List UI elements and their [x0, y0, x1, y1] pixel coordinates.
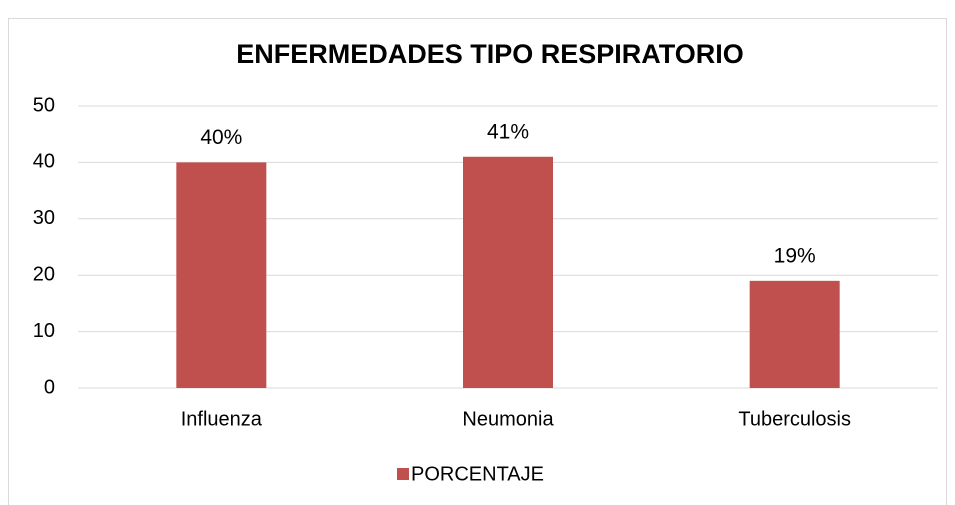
- y-tick-label: 40: [33, 151, 55, 173]
- chart-title: ENFERMEDADES TIPO RESPIRATORIO: [236, 39, 744, 69]
- y-tick-label: 20: [33, 263, 55, 285]
- x-tick-label: Influenza: [181, 408, 263, 430]
- value-label: 41%: [487, 120, 529, 143]
- legend-label: PORCENTAJE: [411, 463, 544, 485]
- bar: [749, 280, 840, 388]
- value-label: 19%: [774, 244, 816, 267]
- y-tick-label: 10: [33, 320, 55, 342]
- x-tick-label: Tuberculosis: [738, 408, 851, 430]
- y-tick-label: 0: [44, 376, 55, 398]
- y-tick-label: 50: [33, 94, 55, 116]
- y-tick-label: 30: [33, 207, 55, 229]
- legend-swatch: [397, 468, 409, 480]
- value-label: 40%: [200, 126, 242, 149]
- bar: [463, 156, 553, 388]
- bar: [176, 162, 267, 388]
- x-tick-label: Neumonia: [462, 408, 554, 430]
